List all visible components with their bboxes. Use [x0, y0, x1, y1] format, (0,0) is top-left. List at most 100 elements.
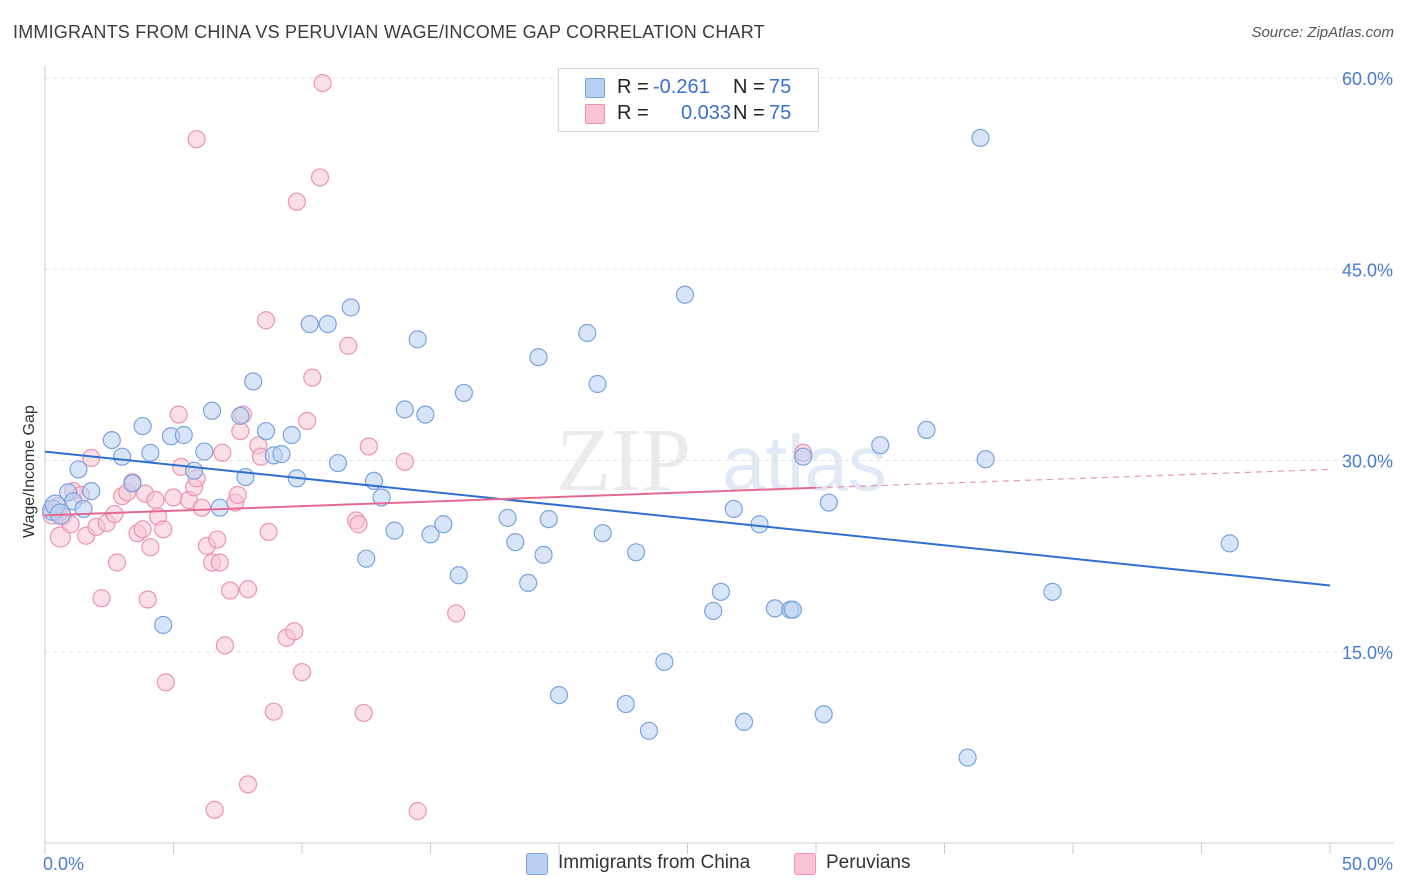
china-point: [123, 474, 142, 493]
y-tick-label: 15.0%: [1342, 643, 1393, 663]
peruvian-point: [408, 802, 427, 821]
china-point: [210, 498, 229, 517]
china-point: [112, 447, 132, 466]
china-point: [971, 128, 990, 148]
peruvian-point: [231, 422, 250, 441]
peruvian-point: [133, 520, 152, 539]
china-point: [616, 694, 635, 714]
peruvian-point: [395, 452, 414, 471]
china-point: [539, 510, 558, 529]
bottom-legend-swatch-peruvians: [794, 853, 816, 875]
correlation-legend: R = -0.261 N = 75 R = 0.033 N = 75: [558, 68, 819, 132]
china-point: [871, 436, 890, 455]
bottom-legend-label-peruvians: Peruvians: [826, 852, 911, 873]
china-point: [372, 488, 391, 507]
china-point: [184, 461, 204, 480]
legend-n-label: N =: [733, 102, 765, 124]
peruvian-point: [292, 663, 312, 682]
china-point: [724, 499, 743, 519]
peruvian-point: [213, 443, 232, 462]
china-points: [42, 128, 1239, 767]
china-point: [272, 445, 291, 464]
peruvian-point: [208, 530, 227, 549]
china-point: [282, 425, 301, 445]
peruvian-point: [220, 581, 240, 600]
peruvian-point: [164, 488, 183, 507]
source-credit: Source: ZipAtlas.com: [1251, 24, 1394, 41]
y-tick-label: 60.0%: [1342, 69, 1393, 89]
peruvian-point: [354, 703, 373, 723]
china-point: [675, 285, 695, 304]
china-point: [195, 442, 214, 461]
china-point: [82, 482, 101, 501]
peruvian-point: [298, 411, 317, 431]
china-point: [449, 566, 468, 585]
china-point: [244, 372, 263, 391]
china-point: [357, 549, 376, 568]
peruvian-point: [138, 590, 157, 609]
china-point: [639, 721, 659, 740]
china-point: [519, 573, 538, 593]
peruvian-point: [156, 673, 175, 692]
china-point: [549, 685, 569, 705]
china-point: [626, 543, 646, 562]
china-point: [454, 383, 474, 403]
china-point: [256, 422, 276, 441]
china-point: [174, 425, 193, 445]
peruvian-point: [210, 553, 229, 572]
bottom-legend-swatch-china: [526, 853, 548, 875]
bottom-legend-label-china: Immigrants from China: [558, 852, 751, 873]
china-point: [102, 431, 121, 450]
trend-line-peruvians: [44, 486, 817, 517]
peruvian-point: [187, 130, 206, 149]
china-point: [328, 453, 348, 473]
peruvian-point: [49, 526, 72, 548]
china-point: [976, 450, 995, 469]
peruvian-point: [303, 368, 322, 387]
peruvian-point: [154, 520, 173, 539]
china-point: [231, 406, 250, 425]
x-tick-label: 0.0%: [43, 854, 84, 874]
china-point: [814, 705, 833, 724]
china-point: [154, 615, 173, 635]
legend-n-label: N =: [733, 76, 765, 98]
china-point: [408, 330, 427, 349]
peruvian-point: [92, 589, 111, 608]
peruvian-point: [107, 553, 127, 572]
peruvian-point: [238, 775, 258, 794]
china-point: [734, 712, 754, 731]
china-point: [655, 652, 674, 672]
china-point: [711, 582, 731, 601]
china-point: [704, 601, 723, 621]
china-point: [141, 443, 160, 462]
china-point: [506, 532, 525, 552]
y-axis-label: Wage/Income Gap: [21, 405, 38, 538]
china-point: [300, 314, 319, 334]
peruvian-point: [141, 538, 160, 557]
china-point: [750, 515, 769, 534]
china-point: [593, 524, 612, 543]
trend-lines: [44, 450, 1331, 587]
legend-r-value: -0.261: [653, 76, 710, 98]
peruvians-points: [42, 73, 813, 821]
x-tick-label: 50.0%: [1342, 854, 1393, 874]
peruvian-point: [447, 604, 466, 623]
legend-r-label: R =: [617, 102, 649, 124]
china-point: [133, 416, 152, 436]
china-point: [318, 314, 337, 334]
axes: [44, 66, 1394, 854]
china-point: [498, 508, 517, 527]
china-point: [578, 323, 597, 343]
legend-n-value: 75: [769, 102, 792, 124]
peruvian-point: [192, 498, 211, 517]
peruvian-point: [313, 73, 332, 93]
peruvian-point: [285, 622, 304, 641]
peruvian-point: [264, 702, 283, 721]
peruvian-point: [359, 437, 378, 456]
legend-n-value: 75: [769, 76, 792, 98]
peruvian-point: [238, 580, 258, 599]
china-point: [958, 748, 977, 767]
china-point: [588, 374, 607, 394]
chart-title: IMMIGRANTS FROM CHINA VS PERUVIAN WAGE/I…: [13, 22, 765, 42]
